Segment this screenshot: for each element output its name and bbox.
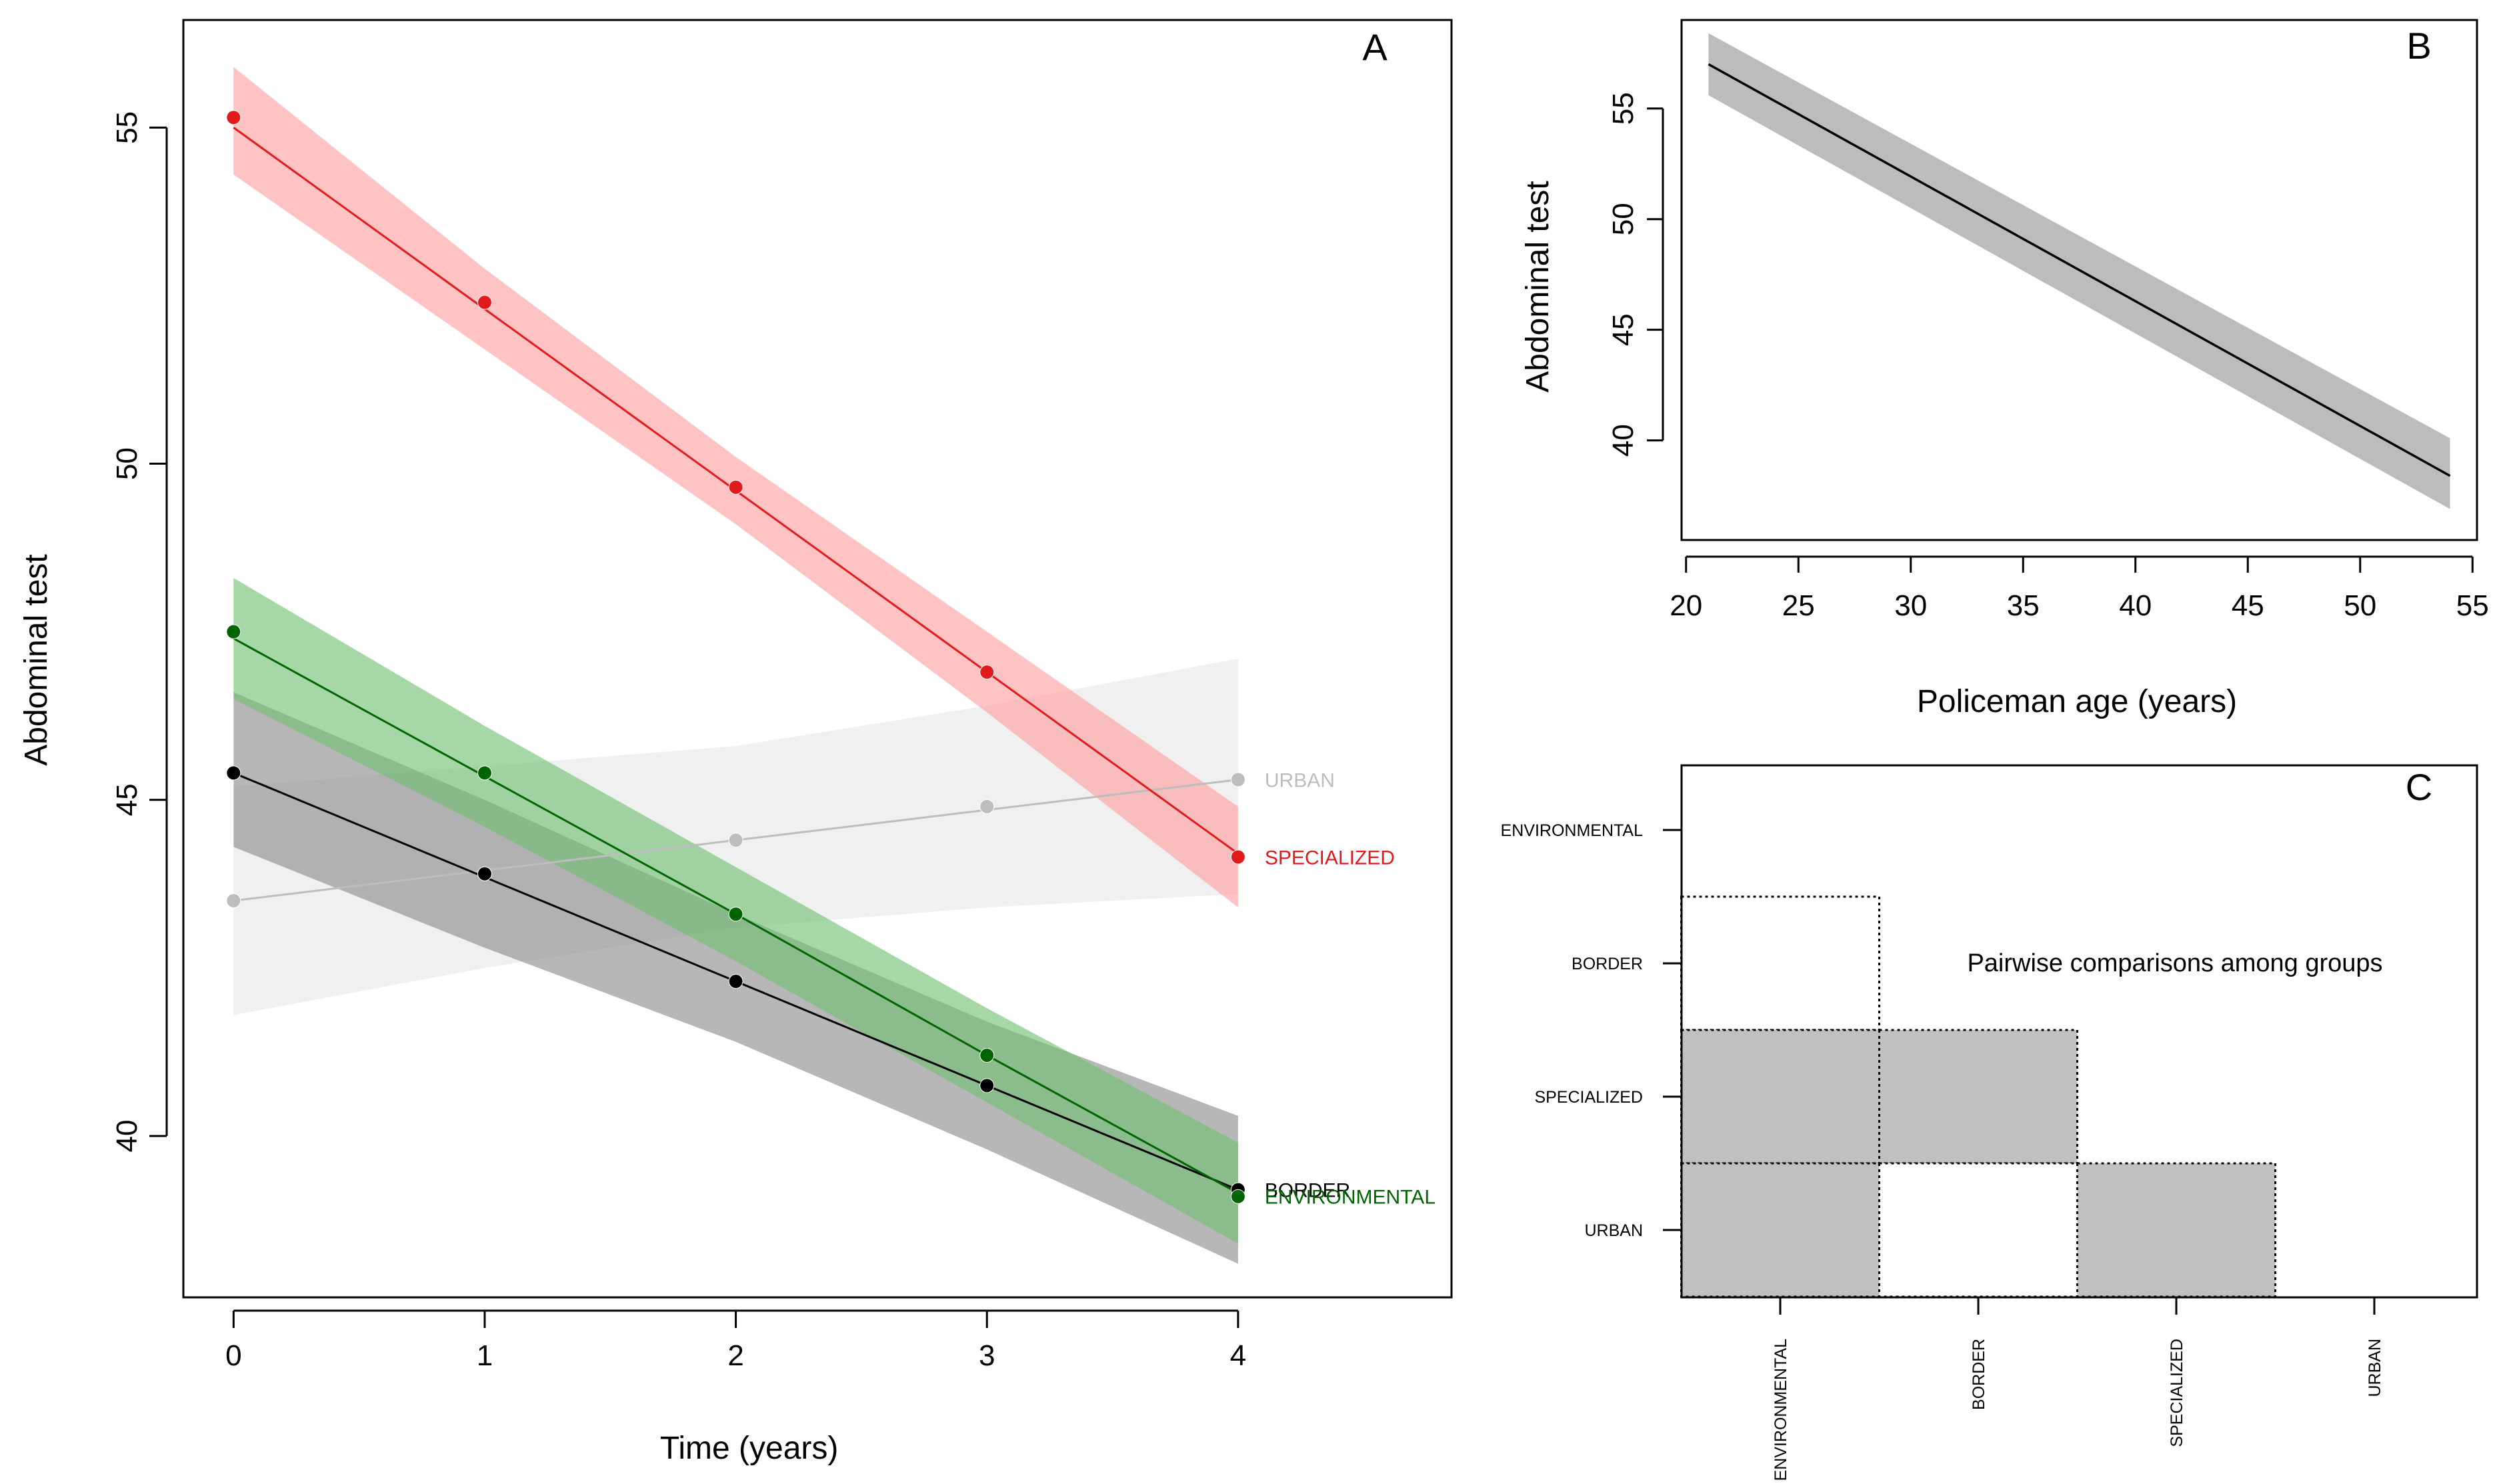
panel-c-row-axis: ENVIRONMENTAL BORDER SPECIALIZED URBAN — [1501, 821, 1682, 1240]
y-tick-label-45: 45 — [1607, 313, 1640, 346]
column-label-specialized: SPECIALIZED — [2168, 1339, 2186, 1447]
y-tick-label-55: 55 — [111, 111, 143, 144]
x-tick-label-2: 2 — [727, 1339, 743, 1372]
panel-b-fit-line — [1708, 63, 2451, 477]
panel-c-cells — [1680, 895, 2276, 1298]
series-label-environmental: ENVIRONMENTAL — [1265, 1187, 1436, 1209]
point-specialized-0 — [227, 111, 241, 125]
panel-a-y-axis-title: Abdominal test — [19, 554, 54, 766]
cell-specialized-vs-environmental — [1680, 1029, 1880, 1165]
series-label-urban: URBAN — [1265, 770, 1335, 792]
column-label-urban: URBAN — [2366, 1339, 2384, 1397]
point-environmental-0 — [227, 625, 241, 639]
panel-b-frame — [1680, 19, 2478, 541]
point-urban-4 — [1231, 773, 1245, 787]
x-tick-label-30: 30 — [1894, 589, 1927, 622]
column-label-border: BORDER — [1970, 1339, 1988, 1410]
point-specialized-4 — [1231, 850, 1245, 864]
x-tick-label-4: 4 — [1230, 1339, 1246, 1372]
column-label-environmental: ENVIRONMENTAL — [1772, 1339, 1790, 1481]
y-tick-label-40: 40 — [111, 1120, 143, 1153]
cell-urban-vs-border — [1878, 1162, 2078, 1298]
y-tick-label-45: 45 — [111, 783, 143, 816]
x-tick-label-50: 50 — [2344, 589, 2376, 622]
x-tick-label-20: 20 — [1670, 589, 1702, 622]
point-urban-2 — [729, 833, 743, 847]
x-tick-label-3: 3 — [979, 1339, 995, 1372]
point-urban-3 — [980, 799, 994, 813]
panel-b-letter: B — [2406, 25, 2431, 67]
y-tick-label-50: 50 — [111, 447, 143, 480]
panel-b: 20 25 30 35 40 45 50 55 40 45 50 55 B Policeman ag… — [1520, 19, 2489, 719]
panel-b-x-axis-title: Policeman age (years) — [1917, 684, 2237, 719]
point-border-2 — [729, 975, 743, 989]
panel-a-x-axis-title: Time (years) — [660, 1431, 839, 1466]
x-tick-label-40: 40 — [2119, 589, 2152, 622]
series-label-specialized: SPECIALIZED — [1265, 847, 1395, 869]
cell-specialized-vs-border — [1878, 1029, 2078, 1165]
cell-urban-vs-environmental — [1680, 1162, 1880, 1298]
panel-c: ENVIRONMENTAL BORDER SPECIALIZED URBAN ENVI… — [1501, 764, 2478, 1481]
y-tick-label-50: 50 — [1607, 203, 1640, 235]
panel-a-y-axis: 40 45 50 55 — [111, 111, 168, 1153]
panel-a-frame — [182, 19, 1453, 1299]
panel-a-points — [226, 110, 1245, 1204]
panel-c-column-axis: ENVIRONMENTAL BORDER SPECIALIZED URBAN — [1772, 1297, 2384, 1481]
cell-urban-vs-specialized — [2076, 1162, 2276, 1298]
point-border-0 — [227, 766, 241, 780]
row-label-urban: URBAN — [1584, 1221, 1643, 1240]
point-border-1 — [477, 867, 491, 881]
panel-b-y-axis: 40 45 50 55 — [1607, 92, 1664, 457]
x-tick-label-55: 55 — [2456, 589, 2489, 622]
point-specialized-3 — [980, 665, 994, 679]
point-specialized-1 — [477, 295, 491, 309]
panel-c-letter: C — [2406, 766, 2432, 808]
point-environmental-4 — [1231, 1189, 1245, 1203]
x-tick-label-35: 35 — [2007, 589, 2040, 622]
row-label-environmental: ENVIRONMENTAL — [1501, 821, 1644, 840]
x-tick-label-45: 45 — [2232, 589, 2264, 622]
row-label-specialized: SPECIALIZED — [1534, 1088, 1643, 1107]
panel-c-frame — [1680, 764, 2478, 1299]
point-environmental-1 — [477, 766, 491, 780]
row-label-border: BORDER — [1572, 955, 1643, 973]
panel-b-y-axis-title: Abdominal test — [1520, 181, 1556, 393]
y-tick-label-40: 40 — [1607, 424, 1640, 457]
point-environmental-2 — [729, 907, 743, 921]
point-urban-0 — [227, 894, 241, 908]
point-specialized-2 — [729, 480, 743, 494]
y-tick-label-55: 55 — [1607, 92, 1640, 125]
point-environmental-3 — [980, 1048, 994, 1062]
panel-b-x-axis: 20 25 30 35 40 45 50 55 — [1670, 555, 2489, 622]
x-tick-label-1: 1 — [477, 1339, 493, 1372]
panel-a-x-axis: 0 1 2 3 4 — [225, 1309, 1246, 1372]
panel-c-annotation: Pairwise comparisons among groups — [1967, 949, 2382, 977]
panel-a-letter: A — [1362, 26, 1388, 68]
x-tick-label-0: 0 — [225, 1339, 241, 1372]
x-tick-label-25: 25 — [1782, 589, 1815, 622]
point-border-3 — [980, 1079, 994, 1093]
series-label-border: BORDER — [1265, 1180, 1350, 1202]
cell-border-vs-environmental — [1680, 895, 1880, 1031]
panel-a-confidence-bands — [233, 67, 1238, 1264]
